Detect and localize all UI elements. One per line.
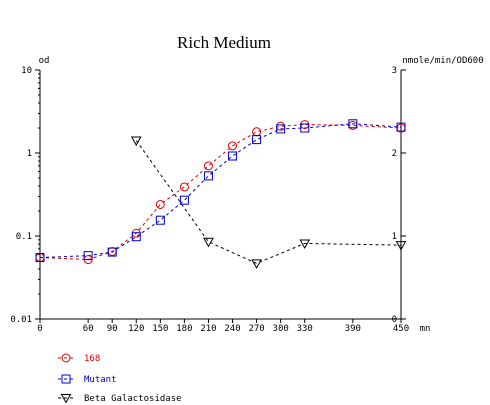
data-point-1-6	[203, 171, 213, 181]
data-point-1-4	[155, 215, 165, 225]
x-tick-label: 0	[37, 324, 42, 334]
data-point-0-6	[203, 161, 213, 171]
x-tick-label: 210	[200, 324, 216, 334]
series-markers	[35, 119, 407, 269]
x-tick-label: 300	[273, 324, 289, 334]
legend-marker-0	[61, 353, 71, 363]
series-line-1	[39, 123, 402, 259]
x-tick-label: 240	[224, 324, 240, 334]
left-axis-label: od	[39, 56, 50, 66]
left-tick-label: 0.01	[10, 315, 32, 325]
data-point-2-0	[130, 136, 142, 147]
data-point-1-5	[179, 195, 189, 205]
data-point-2-3	[299, 239, 311, 249]
x-tick-label: 180	[176, 324, 192, 334]
data-point-1-1	[83, 251, 93, 261]
x-tick-label: 450	[393, 324, 409, 334]
data-point-1-8	[252, 135, 262, 145]
x-tick-label: 390	[345, 324, 361, 334]
x-tick-label: 120	[128, 324, 144, 334]
x-tick-label: 150	[152, 324, 168, 334]
x-tick-label: 270	[248, 324, 264, 334]
data-point-1-3	[131, 232, 141, 242]
legend: 168 Mutant Beta Galactosidase	[58, 353, 182, 404]
series-lines	[39, 123, 402, 264]
left-tick-label: 10	[21, 66, 32, 76]
data-point-1-7	[228, 151, 238, 161]
chart-title: Rich Medium	[177, 33, 271, 52]
left-tick-label: 1	[27, 149, 32, 159]
data-point-0-4	[155, 199, 165, 209]
data-point-1-2	[107, 247, 117, 257]
x-unit-label: mn	[420, 324, 431, 334]
legend-marker-2	[60, 394, 72, 404]
data-point-0-7	[228, 141, 238, 151]
data-point-0-5	[179, 182, 189, 192]
data-point-1-12	[396, 122, 406, 132]
data-point-1-0	[35, 253, 45, 263]
legend-marker-1	[61, 374, 71, 384]
legend-label-2: Beta Galactosidase	[84, 394, 182, 404]
x-tick-label: 60	[83, 324, 94, 334]
right-tick-label: 1	[392, 232, 397, 242]
right-tick-label: 3	[392, 66, 397, 76]
right-axis-label: nmole/min/OD600	[402, 56, 483, 66]
data-point-0-8	[252, 127, 262, 137]
data-point-2-2	[251, 259, 262, 269]
data-point-1-11	[348, 119, 358, 129]
data-point-2-4	[395, 241, 407, 251]
x-tick-label: 90	[107, 324, 118, 334]
series-line-2	[135, 140, 402, 264]
left-tick-label: 0.1	[16, 232, 32, 242]
right-tick-label: 2	[392, 149, 397, 159]
right-tick-label: 0	[392, 315, 397, 325]
data-point-2-1	[203, 237, 214, 248]
legend-label-0: 168	[84, 354, 100, 364]
series-line-0	[39, 124, 402, 261]
legend-label-1: Mutant	[84, 375, 117, 385]
data-point-1-10	[300, 123, 310, 133]
x-tick-label: 330	[297, 324, 313, 334]
data-point-1-9	[276, 124, 286, 134]
